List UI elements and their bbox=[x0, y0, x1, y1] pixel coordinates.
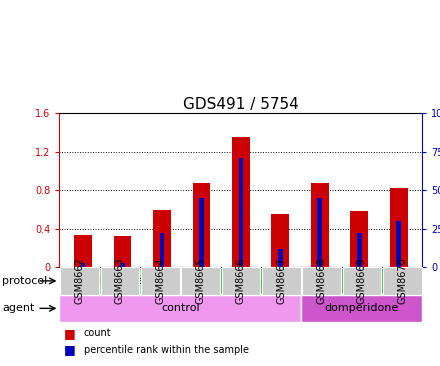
Bar bbox=[59, 295, 301, 322]
Bar bbox=[396, 221, 401, 267]
Text: GSM8665: GSM8665 bbox=[195, 258, 205, 304]
Text: GSM8669: GSM8669 bbox=[357, 258, 367, 304]
Bar bbox=[357, 234, 362, 267]
Bar bbox=[232, 138, 250, 267]
Bar bbox=[301, 295, 422, 322]
Text: ■: ■ bbox=[64, 343, 76, 356]
Text: GSM8664: GSM8664 bbox=[155, 258, 165, 304]
Text: GSM8670: GSM8670 bbox=[397, 258, 407, 304]
Bar bbox=[390, 188, 407, 267]
Bar bbox=[317, 198, 322, 267]
Text: endophyte infected diet: endophyte infected diet bbox=[235, 276, 368, 286]
Bar bbox=[59, 268, 180, 294]
Text: endophyte free diet: endophyte free diet bbox=[65, 276, 175, 286]
Bar bbox=[311, 183, 329, 267]
Bar bbox=[114, 236, 132, 267]
Text: GSM8668: GSM8668 bbox=[316, 258, 326, 304]
Bar bbox=[278, 249, 283, 267]
Text: domperidone: domperidone bbox=[325, 303, 399, 313]
Bar bbox=[180, 268, 422, 294]
Text: ■: ■ bbox=[64, 326, 76, 340]
Bar bbox=[199, 198, 204, 267]
Bar bbox=[153, 209, 171, 267]
Title: GDS491 / 5754: GDS491 / 5754 bbox=[183, 97, 299, 112]
Bar bbox=[238, 158, 243, 267]
Bar bbox=[74, 235, 92, 267]
Text: GSM8663: GSM8663 bbox=[115, 258, 125, 304]
Bar bbox=[160, 234, 165, 267]
Text: GSM8667: GSM8667 bbox=[276, 258, 286, 304]
Text: GSM8666: GSM8666 bbox=[236, 258, 246, 304]
Text: GSM8662: GSM8662 bbox=[74, 258, 84, 304]
Bar bbox=[120, 262, 125, 267]
Text: control: control bbox=[161, 303, 200, 313]
Bar bbox=[193, 183, 210, 267]
Text: count: count bbox=[84, 328, 111, 338]
Text: percentile rank within the sample: percentile rank within the sample bbox=[84, 344, 249, 355]
Bar bbox=[271, 214, 289, 267]
Text: agent: agent bbox=[2, 303, 35, 313]
Text: protocol: protocol bbox=[2, 276, 48, 286]
Bar bbox=[350, 212, 368, 267]
Bar bbox=[81, 262, 85, 267]
